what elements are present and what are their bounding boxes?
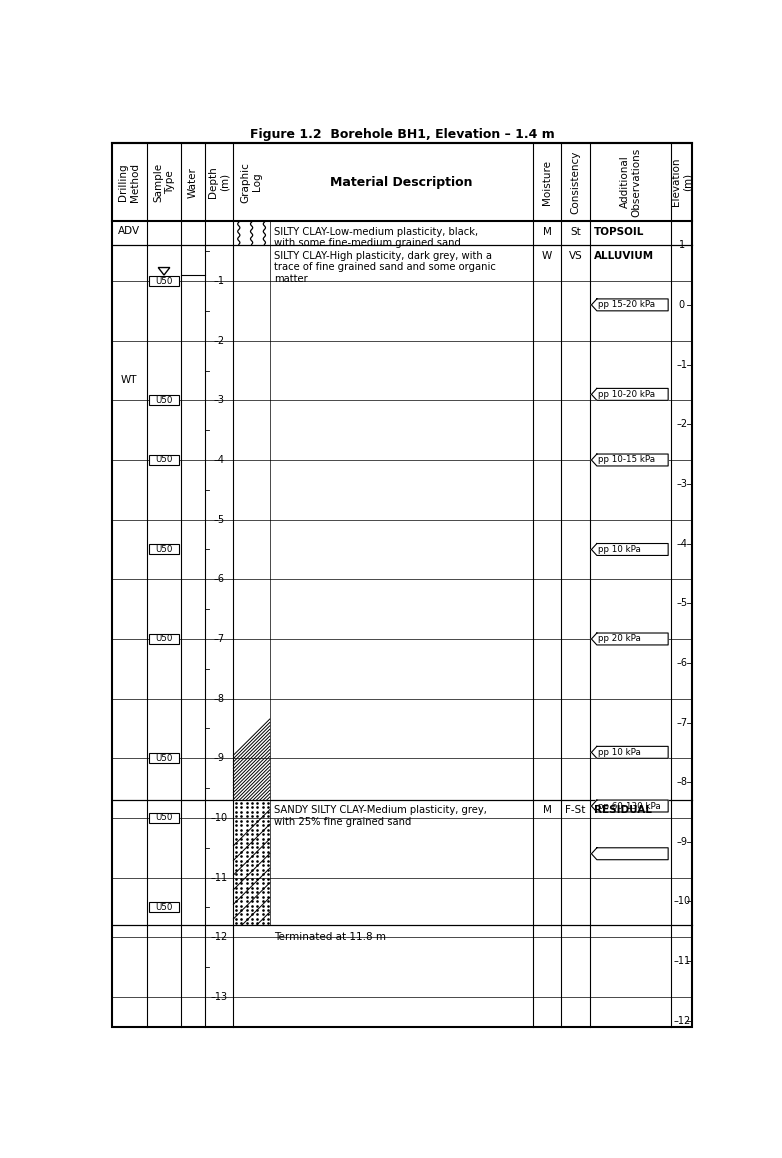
Text: F-St: F-St xyxy=(565,806,586,815)
Polygon shape xyxy=(591,747,668,758)
Text: Water: Water xyxy=(188,167,198,198)
Text: U50: U50 xyxy=(156,813,173,822)
Text: –2: –2 xyxy=(213,336,224,346)
Text: 0: 0 xyxy=(679,300,685,310)
Text: U50: U50 xyxy=(156,754,173,763)
Text: –6: –6 xyxy=(676,658,687,668)
Polygon shape xyxy=(591,633,668,645)
Text: –2: –2 xyxy=(676,419,687,430)
Text: SANDY SILTY CLAY-Medium plasticity, grey,
with 25% fine grained sand: SANDY SILTY CLAY-Medium plasticity, grey… xyxy=(274,806,486,827)
Text: –6: –6 xyxy=(213,574,224,585)
Text: M: M xyxy=(543,227,551,236)
Text: St: St xyxy=(570,227,581,236)
Text: RESIDUAL: RESIDUAL xyxy=(594,806,651,815)
Text: M: M xyxy=(543,806,551,815)
Text: Moisture: Moisture xyxy=(542,160,552,205)
Text: Drilling
Method: Drilling Method xyxy=(118,162,140,201)
Text: Elevation
(m): Elevation (m) xyxy=(671,157,693,206)
Text: WT: WT xyxy=(121,375,138,386)
Text: –1: –1 xyxy=(213,276,224,286)
Text: –7: –7 xyxy=(676,718,687,727)
Text: ADV: ADV xyxy=(118,226,140,236)
Bar xyxy=(149,395,179,405)
Bar xyxy=(149,276,179,286)
Bar xyxy=(149,754,179,763)
Text: pp 15-20 kPa: pp 15-20 kPa xyxy=(598,300,655,309)
Text: –9: –9 xyxy=(676,837,687,846)
Text: U50: U50 xyxy=(156,545,173,554)
Text: pp 20 kPa: pp 20 kPa xyxy=(598,635,641,644)
Bar xyxy=(149,902,179,913)
Text: U50: U50 xyxy=(156,396,173,405)
Text: VS: VS xyxy=(569,250,583,261)
Text: Consistency: Consistency xyxy=(571,151,580,214)
Text: –10: –10 xyxy=(673,896,691,907)
Text: Material Description: Material Description xyxy=(330,176,473,189)
Polygon shape xyxy=(591,388,668,401)
Text: –3: –3 xyxy=(213,395,224,405)
Text: Depth
(m): Depth (m) xyxy=(208,167,230,198)
Text: –12: –12 xyxy=(210,932,228,943)
Text: pp 60-130 kPa: pp 60-130 kPa xyxy=(598,801,661,811)
Text: –5: –5 xyxy=(676,599,687,608)
Polygon shape xyxy=(591,848,668,859)
Bar xyxy=(233,245,270,800)
Text: U50: U50 xyxy=(156,455,173,464)
Text: U50: U50 xyxy=(156,903,173,913)
Bar xyxy=(233,800,270,925)
Text: –1: –1 xyxy=(676,359,687,369)
Text: ALLUVIUM: ALLUVIUM xyxy=(594,250,654,261)
Text: –9: –9 xyxy=(213,754,224,763)
Polygon shape xyxy=(158,267,170,276)
Text: pp 10-15 kPa: pp 10-15 kPa xyxy=(598,455,655,464)
Text: Sample
Type: Sample Type xyxy=(153,162,175,201)
Bar xyxy=(149,544,179,555)
Text: pp 10-20 kPa: pp 10-20 kPa xyxy=(598,390,655,398)
Text: pp 10 kPa: pp 10 kPa xyxy=(598,748,641,757)
Bar xyxy=(149,455,179,466)
Text: –11: –11 xyxy=(210,873,228,882)
Text: TOPSOIL: TOPSOIL xyxy=(594,227,644,236)
Text: SILTY CLAY-High plasticity, dark grey, with a
trace of fine grained sand and som: SILTY CLAY-High plasticity, dark grey, w… xyxy=(274,250,496,284)
Text: U50: U50 xyxy=(156,635,173,644)
Text: Graphic
Log: Graphic Log xyxy=(241,162,263,203)
Polygon shape xyxy=(591,299,668,310)
Text: –11: –11 xyxy=(673,957,691,966)
Text: 1: 1 xyxy=(679,240,685,250)
Text: SILTY CLAY-Low-medium plasticity, black,
with some fine-medium grained sand: SILTY CLAY-Low-medium plasticity, black,… xyxy=(274,227,478,248)
Text: –8: –8 xyxy=(676,777,687,787)
Bar xyxy=(233,221,270,245)
Text: –12: –12 xyxy=(673,1016,691,1026)
Text: pp 10 kPa: pp 10 kPa xyxy=(598,545,641,554)
Text: –4: –4 xyxy=(213,455,224,466)
Text: –8: –8 xyxy=(213,694,224,704)
Text: U50: U50 xyxy=(156,277,173,286)
Polygon shape xyxy=(591,543,668,556)
Text: W: W xyxy=(542,250,552,261)
Bar xyxy=(149,633,179,644)
Text: Additional
Observations: Additional Observations xyxy=(620,147,641,217)
Text: Figure 1.2  Borehole BH1, Elevation – 1.4 m: Figure 1.2 Borehole BH1, Elevation – 1.4… xyxy=(249,127,554,140)
Text: Terminated at 11.8 m: Terminated at 11.8 m xyxy=(274,932,386,943)
Bar xyxy=(149,813,179,823)
Polygon shape xyxy=(591,800,668,812)
Text: –7: –7 xyxy=(213,633,224,644)
Text: –4: –4 xyxy=(676,538,687,549)
Text: –13: –13 xyxy=(210,992,228,1002)
Text: –3: –3 xyxy=(676,479,687,489)
Text: –10: –10 xyxy=(210,813,228,823)
Polygon shape xyxy=(591,454,668,466)
Text: –5: –5 xyxy=(213,514,224,525)
